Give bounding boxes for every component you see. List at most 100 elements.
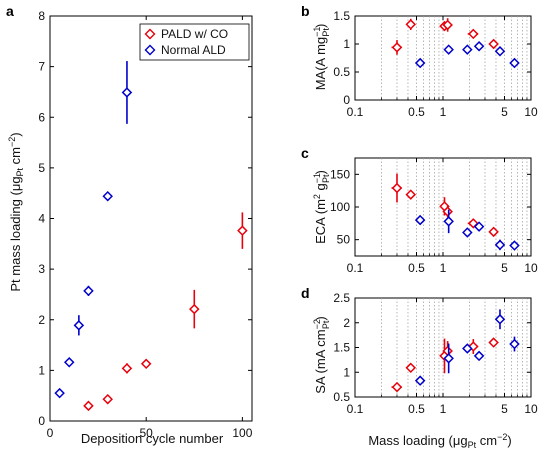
x-axis-label-d-sub: Pt [468, 440, 477, 450]
x-tick-label: 5 [501, 402, 508, 416]
y-axis-label-a: Pt mass loading (μgPt cm−2) [7, 132, 25, 291]
y-axis-label-d-main: SA (mA cm [313, 329, 328, 393]
y-axis-label-b-sup: −1 [312, 27, 322, 37]
data-point [443, 216, 454, 227]
data-point [414, 375, 426, 386]
data-point [462, 343, 473, 354]
grid-c [381, 158, 528, 256]
data-point [121, 363, 133, 374]
x-axis-label-d: Mass loading (μgPt cm−2) [368, 432, 511, 450]
y-axis-label-b-main: MA(A mg [313, 37, 328, 90]
data-point [73, 320, 85, 331]
x-tick-label: 10 [524, 402, 538, 416]
data-point [391, 381, 403, 393]
legend-marker-pald [144, 28, 156, 40]
panel-a-label: a [6, 3, 14, 19]
y-axis-label-a-close: ) [8, 132, 23, 136]
data-point [494, 314, 506, 325]
data-point [63, 357, 75, 368]
y-tick-label: 0 [38, 414, 45, 428]
data-point [488, 337, 499, 348]
data-point [473, 221, 485, 232]
marks-a [54, 61, 248, 412]
legend-marker-normal [144, 44, 156, 56]
data-point [488, 226, 499, 238]
data-point [473, 350, 485, 362]
data-point [473, 40, 485, 52]
y-tick-label: 4 [38, 212, 45, 226]
ticks-d: 0.511.522.50.1 0.5 1 5 10 [333, 291, 538, 416]
data-point [405, 19, 417, 30]
data-point [414, 214, 426, 226]
data-point [443, 353, 454, 364]
y-axis-label-d-close: ) [313, 316, 328, 320]
data-point [509, 240, 520, 251]
y-axis-label-a-main: Pt mass loading (μg [8, 176, 23, 291]
y-axis-label-a-sub: Pt [15, 167, 25, 176]
y-tick-label: 6 [38, 110, 45, 124]
y-tick-label: 150 [330, 167, 350, 181]
x-tick-label: 0.5 [408, 105, 425, 119]
x-tick-label: 10 [524, 105, 538, 119]
data-point [102, 393, 113, 405]
y-tick-label: 8 [38, 9, 45, 23]
data-point [391, 182, 403, 194]
marks-c [391, 173, 520, 251]
x-axis-label-d-close: ) [507, 433, 511, 448]
x-tick-label: 0.5 [408, 261, 425, 275]
data-point [442, 19, 453, 31]
data-point [83, 285, 94, 297]
data-point [488, 38, 499, 50]
y-axis-label-c-sup2: −1 [312, 173, 322, 183]
y-tick-label: 0 [343, 93, 350, 107]
y-axis-label-a-sup: −2 [7, 137, 17, 147]
data-point [414, 57, 426, 69]
y-tick-label: 1.5 [333, 341, 350, 355]
y-tick-label: 0.5 [333, 390, 350, 404]
y-tick-label: 1 [38, 363, 45, 377]
y-axis-label-c-sup: 2 [312, 194, 322, 199]
x-tick-label: 0.1 [347, 402, 364, 416]
data-point [391, 42, 403, 53]
x-tick-label: 0.5 [408, 402, 425, 416]
panel-b: 0 0.5 1 1.5 0.1 0.5 1 5 10 MA(A mg−1Pt) [312, 9, 538, 119]
ticks-a: 0 1 2 3 4 5 6 7 8 0 50 100 [38, 9, 252, 440]
data-point [468, 28, 479, 40]
data-point [121, 87, 133, 98]
y-axis-label-c-sub: Pt [321, 174, 331, 183]
x-tick-label: 10 [524, 261, 538, 275]
x-tick-label: 5 [501, 261, 508, 275]
y-axis-label-d: SA (mA cm−2Pt) [312, 316, 331, 393]
y-tick-label: 2 [38, 313, 45, 327]
y-axis-label-d-sup: −2 [312, 319, 322, 329]
x-tick-label: 5 [501, 105, 508, 119]
x-axis-label-a: Deposition cycle number [81, 431, 224, 446]
legend: PALD w/ CO Normal ALD [139, 23, 250, 61]
y-tick-label: 2 [343, 316, 350, 330]
x-tick-label: 1 [440, 261, 447, 275]
y-axis-label-a-tail: cm [8, 147, 23, 168]
y-tick-label: 2.5 [333, 291, 350, 305]
panel-b-label: b [301, 3, 310, 19]
panel-d-label: d [301, 285, 310, 301]
y-tick-label: 50 [337, 233, 351, 247]
panel-d: 0.511.522.50.1 0.5 1 5 10 SA (mA cm−2Pt) Mas… [312, 291, 538, 450]
data-point [140, 358, 152, 370]
data-point [54, 387, 65, 399]
y-axis-label-c-close: ) [313, 170, 328, 174]
marks-d [391, 309, 520, 393]
data-point [405, 362, 417, 374]
data-point [509, 338, 520, 350]
plot-frame-a [49, 15, 253, 422]
y-tick-label: 0.5 [333, 65, 350, 79]
x-axis-label-d-tail: cm [476, 433, 497, 448]
x-tick-label: 1 [440, 402, 447, 416]
data-point [443, 44, 454, 55]
x-axis-label-d-sup: −2 [497, 432, 507, 442]
x-tick-label: 1 [440, 105, 447, 119]
y-tick-label: 1 [343, 365, 350, 379]
data-point [468, 218, 479, 229]
y-tick-label: 1 [343, 37, 350, 51]
